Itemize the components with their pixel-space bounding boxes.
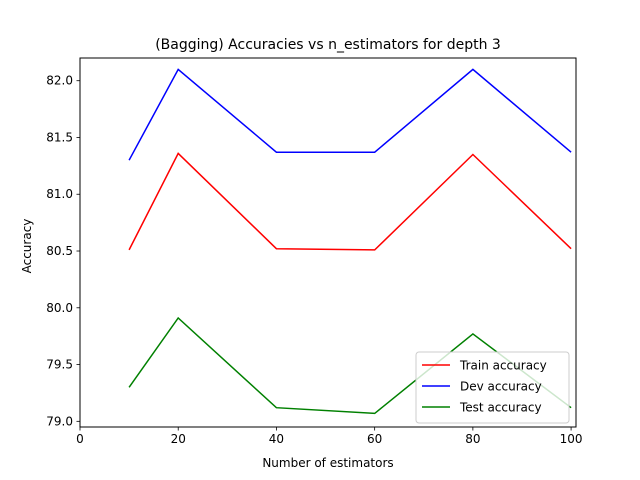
- y-tick-label-1: 79.5: [46, 358, 73, 372]
- legend-box: [415, 351, 570, 424]
- legend-label-2: Test accuracy: [459, 401, 542, 415]
- legend-label-0: Train accuracy: [459, 359, 547, 373]
- y-tick-label-3: 80.5: [46, 244, 73, 258]
- axes: 0 20 40 60 80 100 79.0 79.5 80.0 80.5 81.0 81.5 82.0: [46, 57, 583, 446]
- x-tick-label-1: 20: [171, 432, 186, 446]
- y-axis-label: Accuracy: [20, 219, 34, 274]
- legend: Train accuracy Dev accuracy Test accuracy: [415, 351, 570, 424]
- y-tick-label-6: 82.0: [46, 74, 73, 88]
- series-line-1: [128, 68, 572, 161]
- x-tick-label-5: 100: [560, 432, 583, 446]
- x-tick-label-4: 80: [465, 432, 480, 446]
- y-tick-label-4: 81.0: [46, 187, 73, 201]
- chart-title: (Bagging) Accuracies vs n_estimators for…: [155, 37, 501, 53]
- x-tick-label-2: 40: [269, 432, 284, 446]
- y-tick-label-5: 81.5: [46, 130, 73, 144]
- x-tick-label-0: 0: [76, 432, 84, 446]
- x-axis-label: Number of estimators: [262, 456, 393, 470]
- series-line-2: [128, 316, 572, 415]
- legend-label-1: Dev accuracy: [460, 380, 542, 394]
- plot-frame: [79, 57, 577, 428]
- series-lines: [128, 68, 572, 415]
- series-line-0: [128, 152, 572, 251]
- x-tick-label-3: 60: [367, 432, 382, 446]
- y-tick-label-0: 79.0: [46, 414, 73, 428]
- y-tick-label-2: 80.0: [46, 301, 73, 315]
